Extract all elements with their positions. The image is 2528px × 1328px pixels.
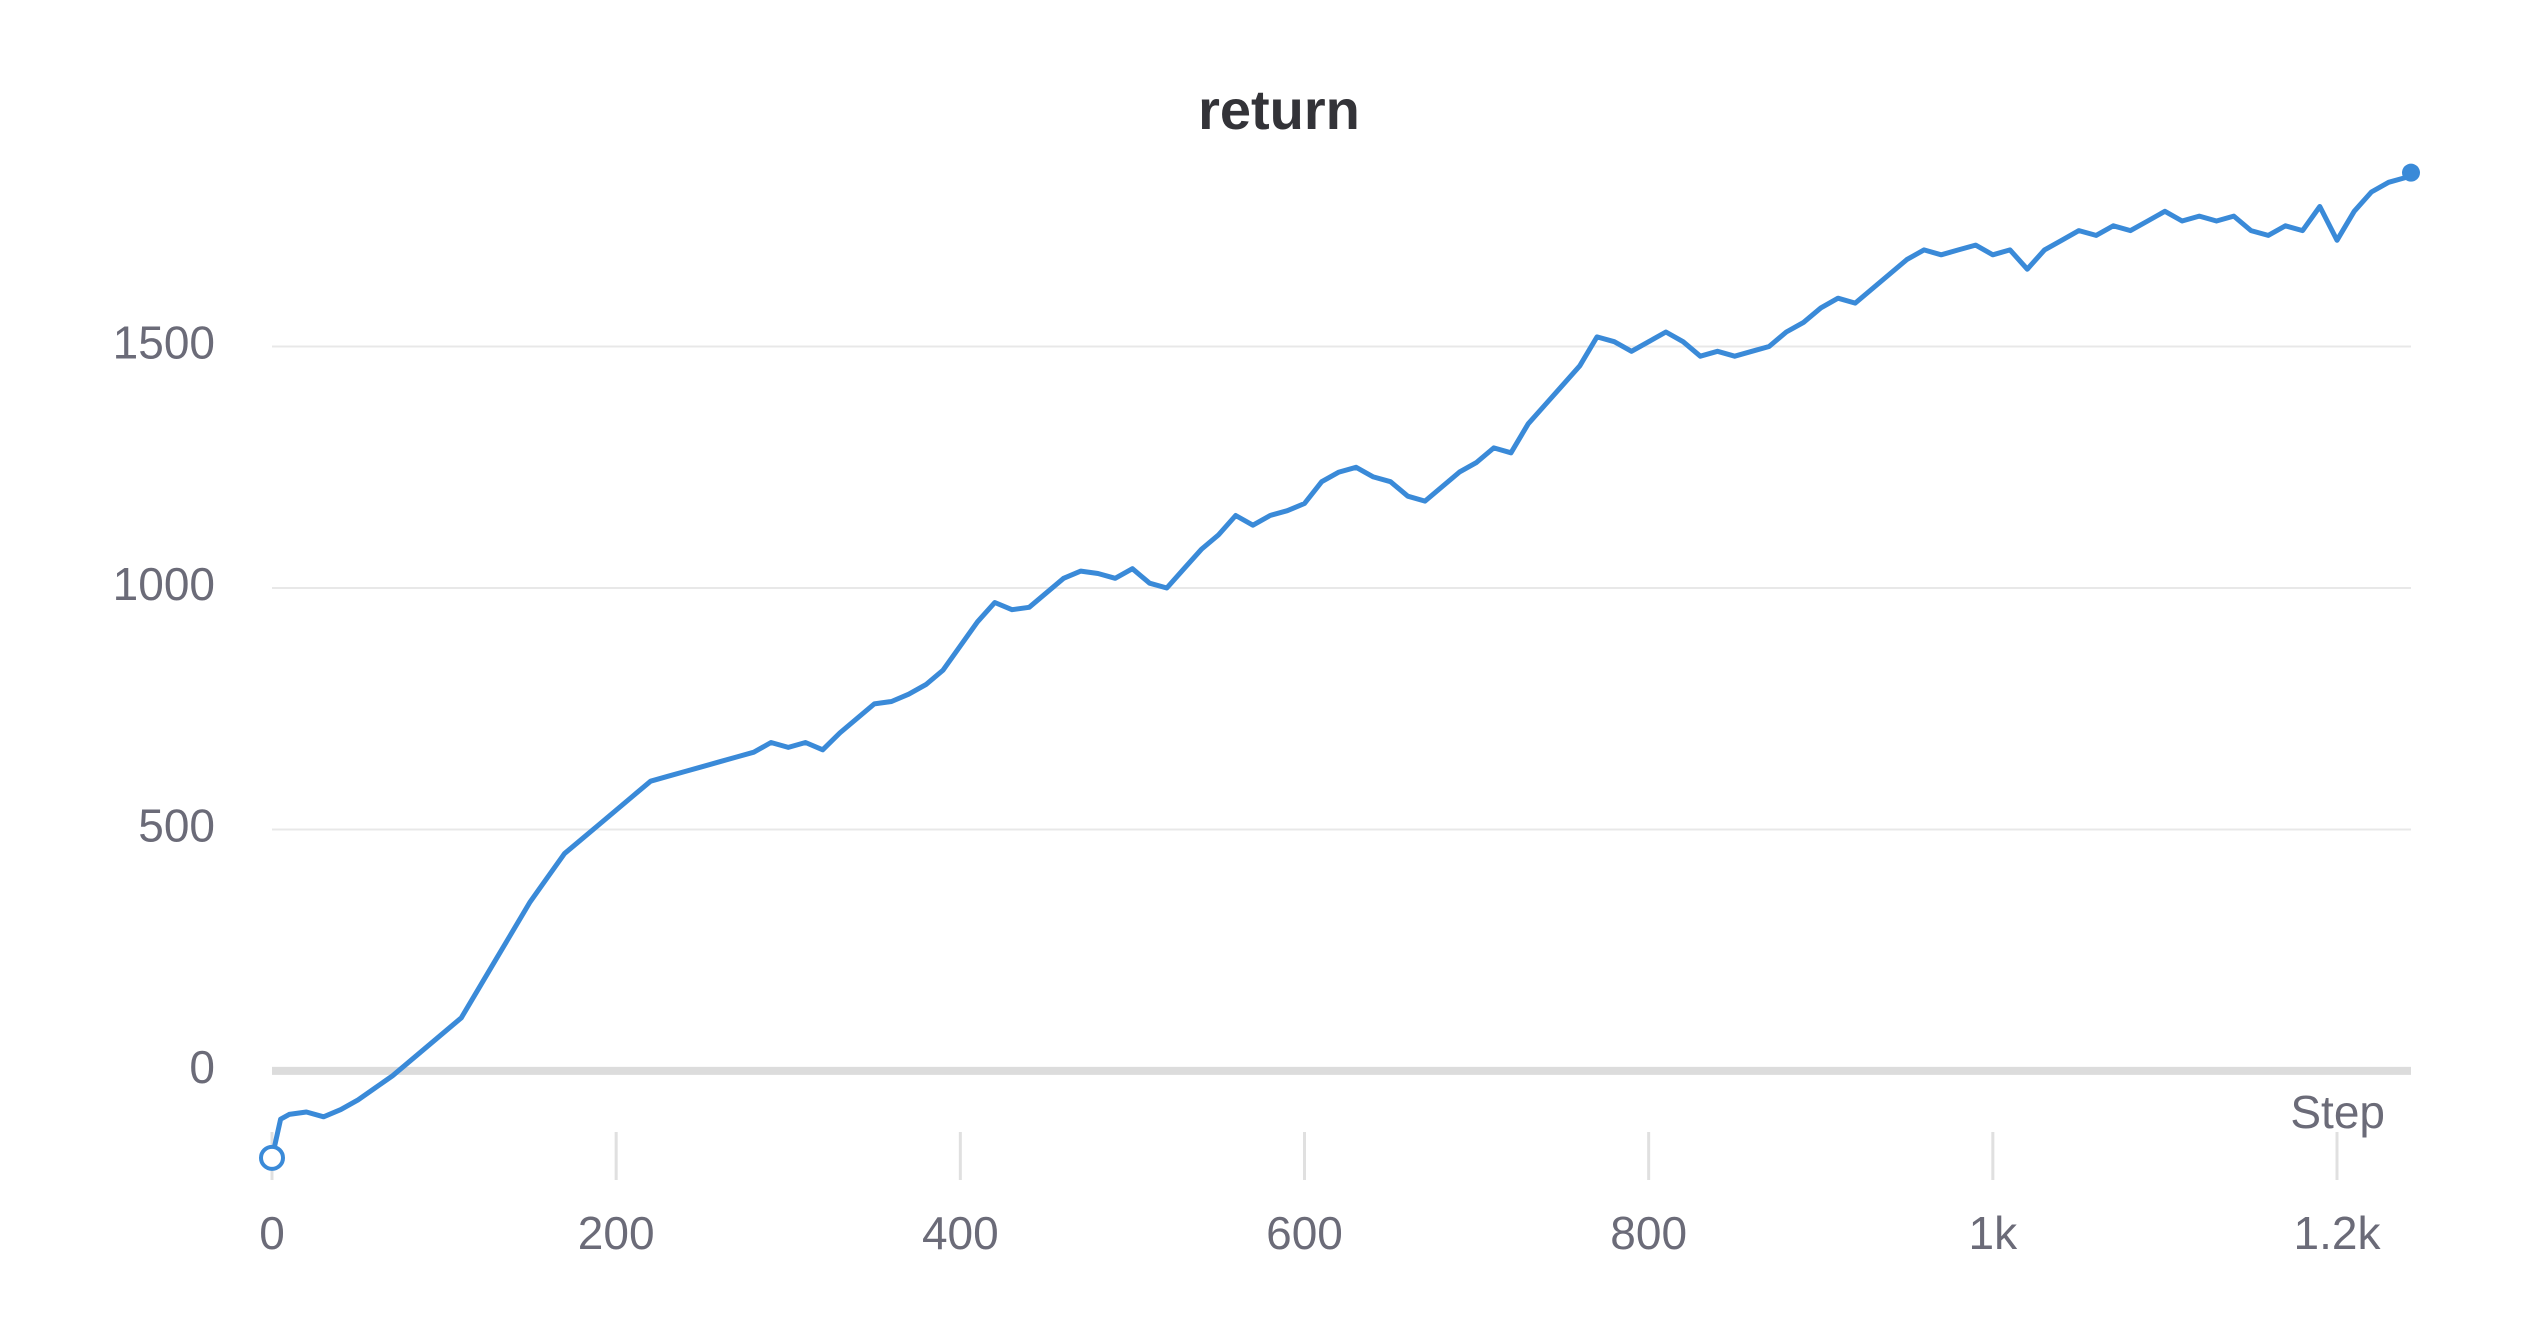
y-tick-label: 0 xyxy=(189,1041,215,1093)
x-tick-label: 1k xyxy=(1969,1207,2019,1259)
line xyxy=(269,170,2413,1159)
x-tick-label: 600 xyxy=(1266,1207,1343,1259)
y-tick-label: 500 xyxy=(138,800,215,852)
y-tick-label: 1000 xyxy=(113,558,215,610)
x-tick-label: 1.2k xyxy=(2294,1207,2382,1259)
x-tick-label: 400 xyxy=(922,1207,999,1259)
end-point xyxy=(2402,163,2420,182)
x-tick-label: 800 xyxy=(1610,1207,1687,1259)
x-tick-label: 200 xyxy=(578,1207,655,1259)
x-axis-label: Step xyxy=(2290,1086,2385,1138)
chart-title: return xyxy=(1198,78,1360,141)
x-tick-label: 0 xyxy=(259,1207,285,1259)
y-tick-label: 1500 xyxy=(113,317,215,369)
start-point xyxy=(259,1144,285,1171)
